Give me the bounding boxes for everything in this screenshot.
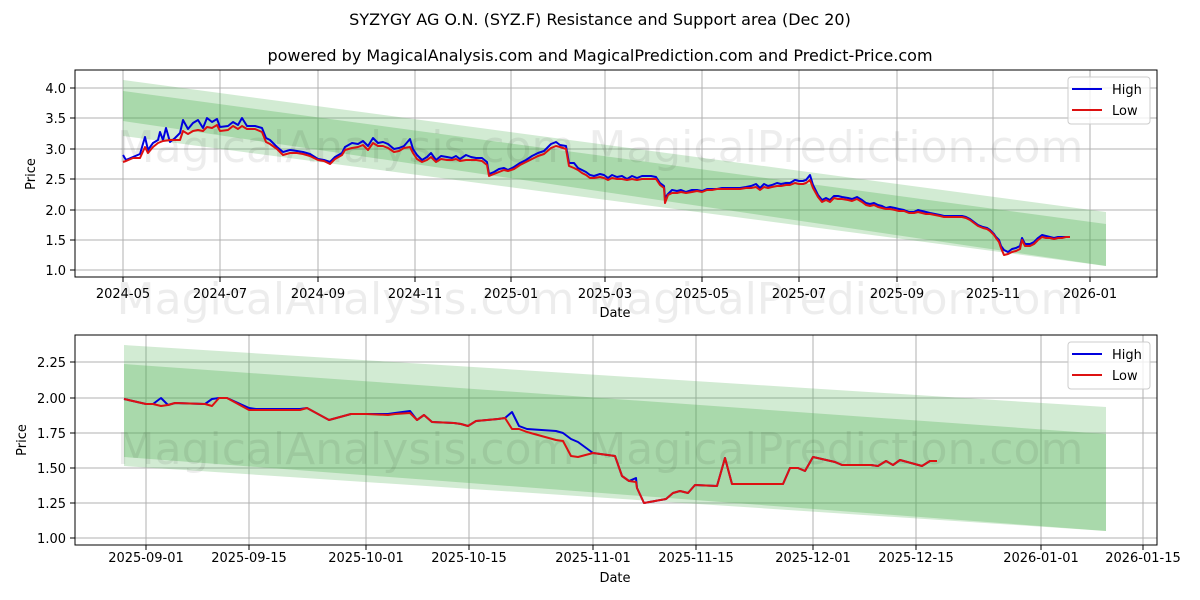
watermark-3: MagicalAnalysis.com MagicalPrediction.co…	[117, 424, 1084, 475]
svg-text:2025-11-15: 2025-11-15	[658, 551, 734, 566]
top-y-ticks: 4.0 3.5 3.0 2.5 2.0 1.5 1.0	[45, 82, 75, 279]
svg-text:2024-11: 2024-11	[388, 287, 442, 302]
chart-subtitle: powered by MagicalAnalysis.com and Magic…	[267, 46, 933, 65]
svg-text:1.75: 1.75	[37, 427, 66, 442]
svg-text:2.5: 2.5	[45, 173, 66, 188]
bottom-plot: MagicalAnalysis.com MagicalPrediction.co…	[15, 334, 1181, 586]
svg-text:2025-11-01: 2025-11-01	[555, 551, 631, 566]
bottom-axes-frame	[74, 334, 1158, 546]
bottom-x-ticks: 2025-09-01 2025-09-15 2025-10-01 2025-10…	[108, 545, 1181, 566]
bottom-grid	[75, 335, 1157, 545]
svg-text:1.00: 1.00	[37, 532, 66, 547]
svg-text:2025-01: 2025-01	[484, 287, 538, 302]
chart-title: SYZYGY AG O.N. (SYZ.F) Resistance and Su…	[349, 10, 851, 29]
top-low-line	[122, 124, 1070, 256]
top-y-label: Price	[24, 158, 39, 190]
svg-text:2025-09-01: 2025-09-01	[108, 551, 184, 566]
svg-text:2024-07: 2024-07	[193, 287, 247, 302]
bottom-legend: High Low	[1067, 341, 1151, 390]
svg-text:1.0: 1.0	[45, 264, 66, 279]
svg-text:1.5: 1.5	[45, 234, 66, 249]
svg-text:4.0: 4.0	[45, 82, 66, 97]
svg-text:2026-01: 2026-01	[1063, 287, 1117, 302]
top-legend: High Low	[1067, 76, 1151, 125]
bottom-outer-band	[124, 345, 1106, 531]
svg-text:1.50: 1.50	[37, 462, 66, 477]
top-outer-band	[123, 80, 1106, 266]
svg-text:2025-12-15: 2025-12-15	[878, 551, 954, 566]
legend-high-label: High	[1112, 348, 1142, 363]
svg-text:2025-03: 2025-03	[578, 287, 632, 302]
top-x-ticks: 2024-05 2024-07 2024-09 2024-11 2025-01 …	[96, 277, 1117, 302]
svg-text:2025-10-15: 2025-10-15	[431, 551, 507, 566]
svg-text:2.25: 2.25	[37, 356, 66, 371]
bottom-y-ticks: 2.25 2.00 1.75 1.50 1.25 1.00	[37, 356, 75, 547]
top-grid	[75, 70, 1157, 277]
svg-text:2026-01-01: 2026-01-01	[1003, 551, 1079, 566]
bottom-low-line	[123, 397, 937, 504]
svg-text:2025-10-01: 2025-10-01	[328, 551, 404, 566]
legend-high-label: High	[1112, 83, 1142, 98]
svg-text:3.0: 3.0	[45, 143, 66, 158]
svg-text:2.0: 2.0	[45, 204, 66, 219]
bottom-inner-band	[124, 364, 1106, 531]
svg-text:2025-12-01: 2025-12-01	[775, 551, 851, 566]
svg-text:2025-09: 2025-09	[870, 287, 924, 302]
svg-text:2024-05: 2024-05	[96, 287, 150, 302]
svg-text:1.25: 1.25	[37, 497, 66, 512]
svg-text:2025-09-15: 2025-09-15	[211, 551, 287, 566]
svg-text:2.00: 2.00	[37, 392, 66, 407]
bottom-x-label: Date	[599, 571, 630, 586]
watermark-2: MagicalAnalysis.com MagicalPrediction.co…	[117, 274, 1084, 325]
svg-text:2024-09: 2024-09	[291, 287, 345, 302]
legend-low-label: Low	[1112, 104, 1138, 119]
top-x-label: Date	[599, 306, 630, 321]
legend-low-label: Low	[1112, 369, 1138, 384]
svg-text:3.5: 3.5	[45, 112, 66, 127]
bottom-y-label: Price	[15, 424, 30, 456]
top-plot: MagicalAnalysis.com MagicalPrediction.co…	[24, 69, 1158, 325]
svg-text:2025-05: 2025-05	[675, 287, 729, 302]
svg-text:2025-07: 2025-07	[772, 287, 826, 302]
svg-text:2026-01-15: 2026-01-15	[1105, 551, 1181, 566]
svg-text:2025-11: 2025-11	[966, 287, 1020, 302]
top-axes-frame	[74, 69, 1158, 278]
